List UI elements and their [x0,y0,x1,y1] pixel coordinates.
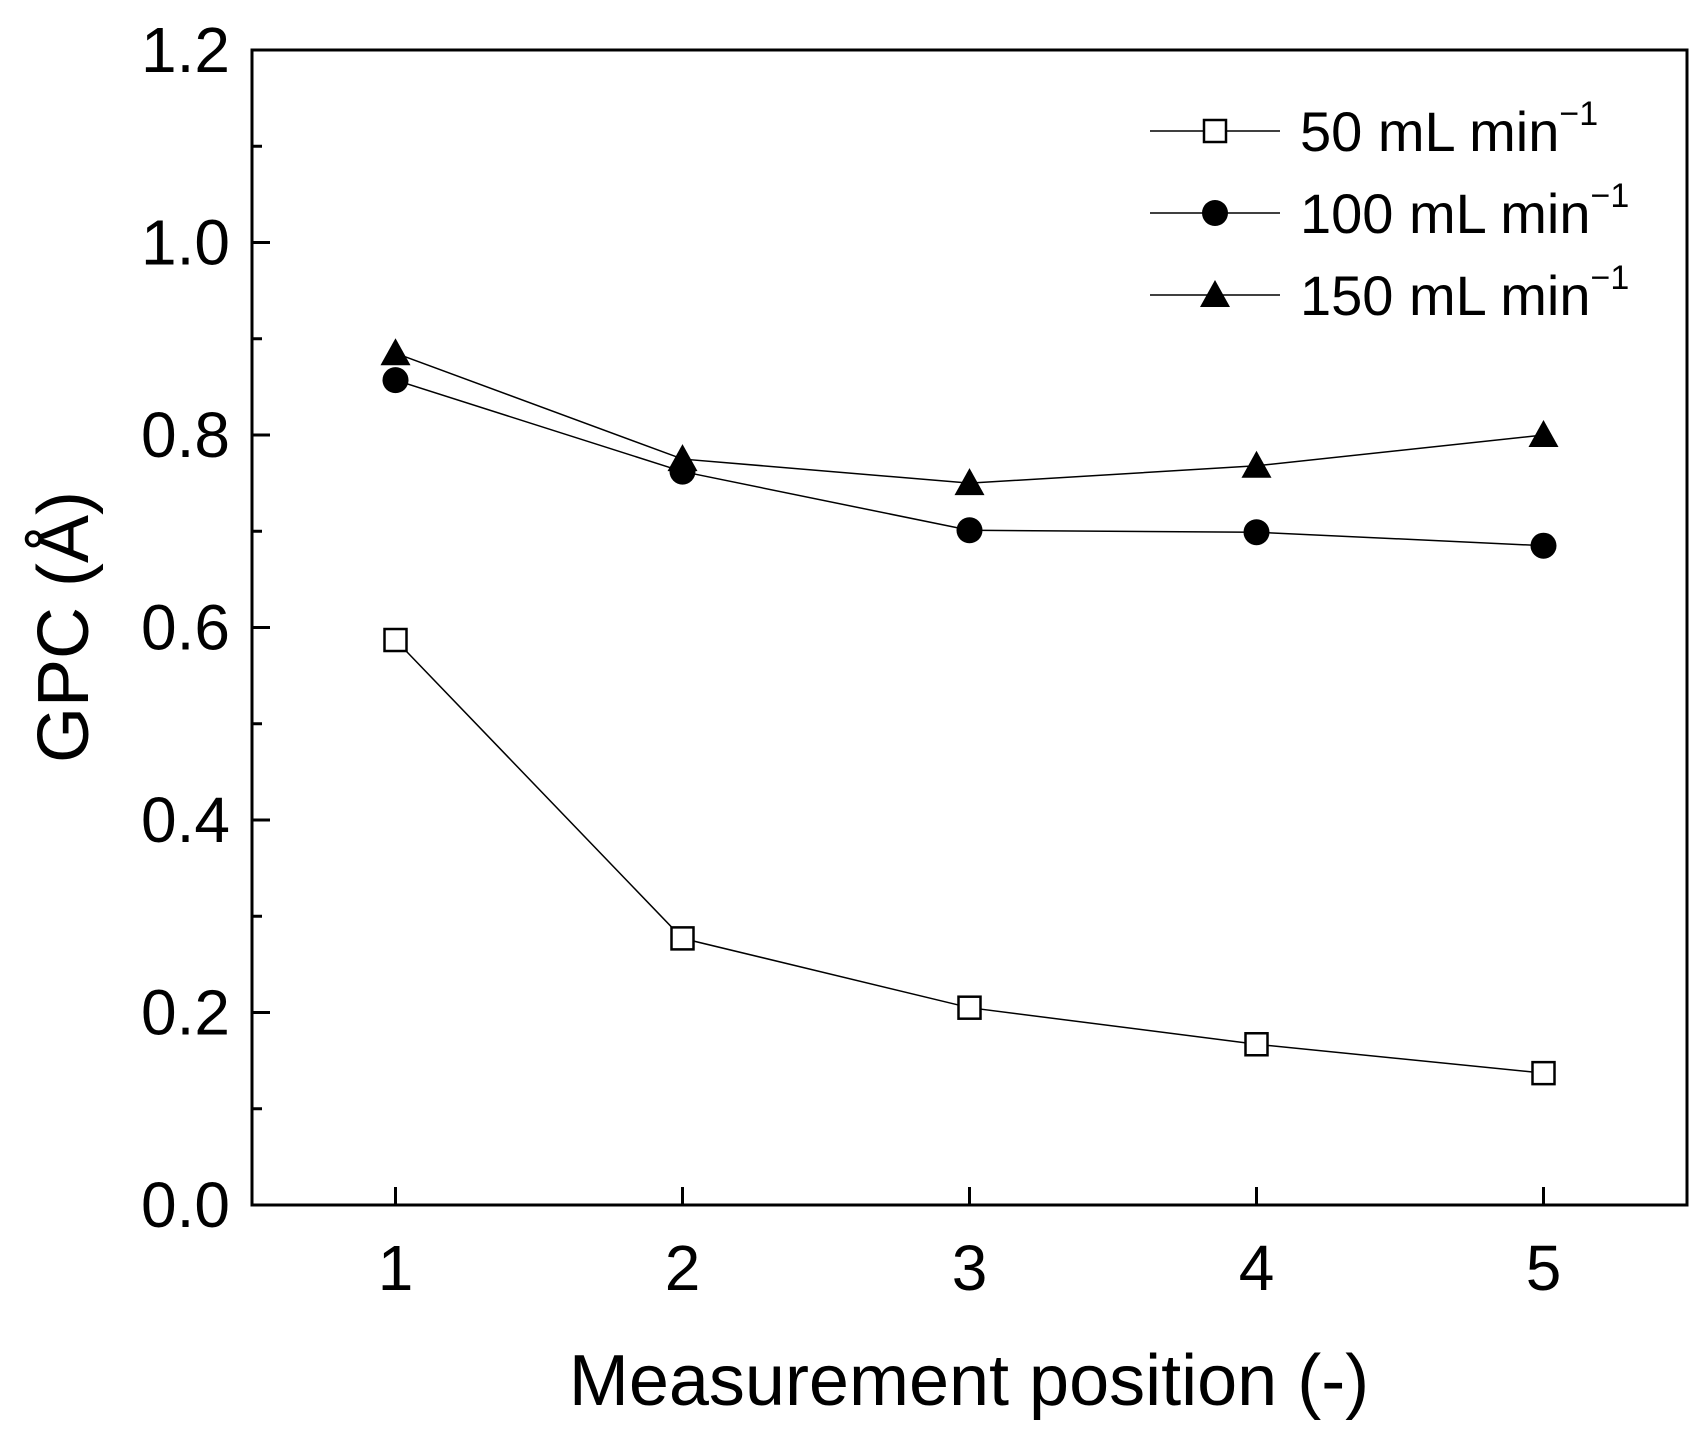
legend-label: 150 mL min−1 [1300,259,1629,327]
legend-label-text: 50 mL min [1300,100,1559,163]
data-point [380,338,411,366]
x-axis: 1 2 3 4 5 [378,1187,1562,1304]
data-point [1530,532,1557,559]
legend-item: 100 mL min−1 [1150,177,1629,245]
data-point [667,444,698,472]
y-tick-label: 0.2 [141,977,230,1049]
data-point [670,926,695,951]
y-tick-label: 0.0 [141,1169,230,1241]
y-tick-label: 1.0 [141,207,230,279]
data-point [954,468,985,496]
legend-label-text: 100 mL min [1300,182,1591,245]
data-point [1528,420,1559,447]
data-point [1243,519,1270,546]
legend-item: 150 mL min−1 [1150,259,1629,327]
series-2 [382,367,1557,559]
legend-item: 50 mL min−1 [1150,95,1598,163]
data-point [956,517,983,544]
data-point [1531,1060,1556,1086]
series-3 [380,338,1559,496]
x-tick-label: 1 [378,1232,414,1304]
legend-label-text: 150 mL min [1300,264,1591,327]
y-axis: 0.0 0.2 0.4 0.6 0.8 1.0 1.2 [141,14,270,1241]
data-point [957,995,982,1020]
series-layer [380,338,1559,1086]
data-point [1244,1032,1269,1057]
legend-marker [1200,280,1230,307]
legend-label-superscript: −1 [1591,259,1630,297]
y-tick-label: 0.6 [141,592,230,664]
x-tick-label: 2 [665,1232,701,1304]
y-tick-label: 0.8 [141,399,230,471]
x-tick-label: 5 [1526,1232,1562,1304]
legend-label-superscript: −1 [1559,95,1598,133]
legend-label-superscript: −1 [1591,177,1630,215]
x-axis-title: Measurement position (-) [569,1341,1369,1421]
data-point [1241,450,1272,478]
legend-label: 50 mL min−1 [1300,95,1598,163]
x-tick-label: 3 [952,1232,988,1304]
legend-label: 100 mL min−1 [1300,177,1629,245]
x-tick-label: 4 [1239,1232,1275,1304]
y-axis-title: GPC (Å) [24,491,104,763]
series-line [395,352,1544,484]
legend-marker [1202,200,1228,226]
series-1 [383,627,1556,1086]
y-tick-label: 1.2 [141,14,230,86]
data-point [383,627,408,653]
data-point [382,367,409,394]
y-tick-label: 0.4 [141,784,230,856]
legend-marker [1202,118,1228,144]
